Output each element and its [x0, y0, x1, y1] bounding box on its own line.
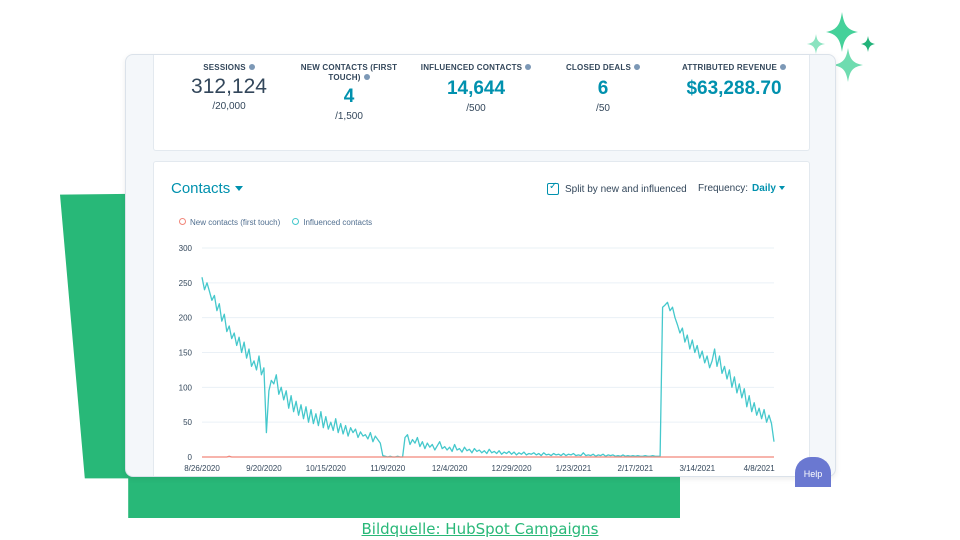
chart-title-dropdown[interactable]: Contacts	[171, 180, 244, 197]
frequency-control: Frequency: Daily	[698, 183, 785, 194]
chevron-down-icon	[235, 186, 244, 191]
kpi-new-contacts: NEW CONTACTS (FIRST TOUCH) 4 /1,500	[290, 63, 408, 122]
kpi-attributed-revenue: ATTRIBUTED REVENUE $63,288.70	[669, 63, 799, 101]
legend-item-influenced[interactable]: Influenced contacts	[292, 218, 372, 227]
y-tick-label: 150	[179, 349, 193, 358]
kpi-value: 14,644	[446, 78, 506, 99]
info-icon[interactable]	[634, 64, 641, 70]
info-icon[interactable]	[248, 64, 255, 70]
kpi-influenced-contacts: INFLUENCED CONTACTS 14,644 /500	[416, 63, 536, 114]
kpi-summary-card: SESSIONS 312,124 /20,000 NEW CONTACTS (F…	[153, 55, 810, 151]
y-tick-label: 0	[188, 453, 193, 462]
legend-marker	[292, 218, 300, 225]
y-tick-label: 250	[179, 279, 193, 288]
x-tick-label: 8/26/2020	[184, 464, 220, 473]
kpi-label: CLOSED DEALS	[565, 63, 632, 72]
info-icon[interactable]	[525, 64, 532, 70]
legend-marker	[179, 218, 186, 225]
chevron-down-icon	[778, 186, 785, 190]
kpi-label: INFLUENCED CONTACTS	[420, 63, 523, 72]
x-tick-label: 4/8/2021	[744, 464, 776, 473]
kpi-value: 6	[597, 78, 609, 99]
x-tick-label: 1/23/2021	[556, 464, 592, 473]
x-tick-label: 11/9/2020	[370, 464, 406, 473]
hubspot-screenshot: SESSIONS 312,124 /20,000 NEW CONTACTS (F…	[125, 54, 836, 477]
split-toggle[interactable]: Split by new and influenced	[547, 181, 687, 195]
frequency-value: Daily	[752, 183, 776, 194]
legend-label: Influenced contacts	[303, 218, 373, 227]
series-line-influenced-contacts[interactable]	[201, 277, 775, 458]
y-tick-label: 200	[179, 314, 193, 323]
kpi-goal: /20,000	[212, 101, 246, 112]
chart-legend: New contacts (first touch) Influenced co…	[179, 218, 372, 227]
split-checkbox[interactable]	[547, 181, 559, 195]
kpi-sessions: SESSIONS 312,124 /20,000	[169, 63, 289, 112]
help-button[interactable]: Help	[795, 457, 831, 487]
contacts-chart-card: Contacts Split by new and influenced Fre…	[153, 161, 810, 476]
info-icon[interactable]	[780, 64, 786, 70]
split-label: Split by new and influenced	[565, 183, 687, 195]
x-tick-label: 3/14/2021	[679, 464, 715, 473]
kpi-closed-deals: CLOSED DEALS 6 /50	[543, 63, 663, 114]
chart-title: Contacts	[171, 180, 231, 197]
x-tick-label: 2/17/2021	[618, 464, 654, 473]
info-icon[interactable]	[363, 74, 370, 80]
kpi-goal: /1,500	[335, 111, 363, 122]
image-source-link[interactable]: Bildquelle: HubSpot Campaigns	[361, 520, 599, 538]
x-tick-label: 12/4/2020	[432, 464, 468, 473]
frequency-label: Frequency:	[698, 183, 749, 194]
kpi-value: 312,124	[191, 75, 267, 98]
kpi-label: NEW CONTACTS (FIRST TOUCH)	[300, 63, 398, 82]
kpi-value: $63,288.70	[686, 78, 782, 99]
x-tick-label: 12/29/2020	[492, 464, 533, 473]
series-line-new-contacts-first-touch-[interactable]	[202, 455, 774, 458]
sparkle-icon	[807, 12, 875, 82]
y-tick-label: 100	[179, 383, 193, 392]
contacts-line-chart: 0 50 100 150 200 250 300 8/26/2020 9/20/2020 10/1…	[179, 244, 776, 473]
y-tick-label: 300	[179, 244, 193, 253]
kpi-goal: /50	[596, 103, 610, 114]
y-tick-label: 50	[183, 418, 192, 427]
x-tick-label: 9/20/2020	[246, 464, 282, 473]
legend-item-new[interactable]: New contacts (first touch)	[179, 218, 280, 227]
kpi-label: SESSIONS	[203, 63, 246, 72]
kpi-label: ATTRIBUTED REVENUE	[681, 63, 777, 72]
legend-label: New contacts (first touch)	[190, 218, 281, 227]
x-tick-label: 10/15/2020	[306, 464, 347, 473]
frequency-dropdown[interactable]: Daily	[752, 183, 785, 194]
kpi-value: 4	[343, 86, 355, 107]
kpi-goal: /500	[466, 103, 486, 114]
